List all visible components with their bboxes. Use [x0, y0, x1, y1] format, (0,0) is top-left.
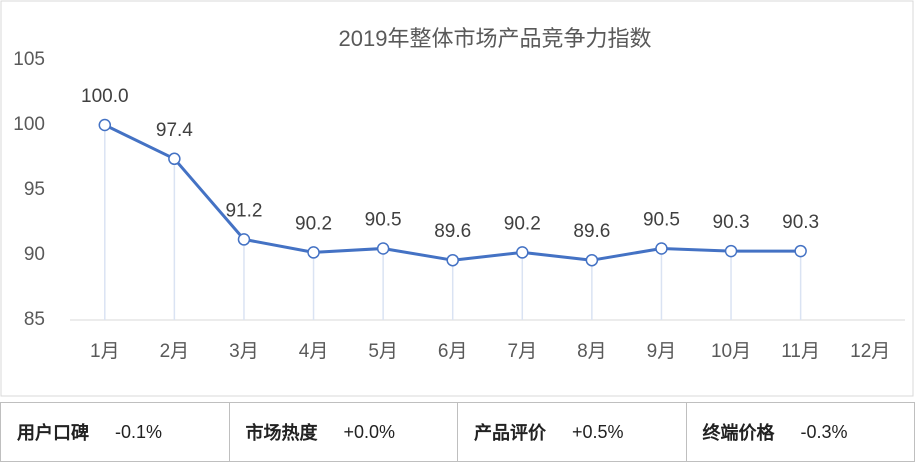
- x-tick-label: 4月: [299, 341, 329, 362]
- data-label: 90.5: [643, 210, 680, 231]
- y-tick-label: 100: [13, 114, 45, 135]
- x-tick-label: 11月: [781, 341, 820, 362]
- stat-label: 用户口碑: [17, 423, 89, 443]
- point: [446, 253, 459, 267]
- point: [98, 118, 112, 132]
- data-label: 89.6: [573, 221, 610, 242]
- point: [794, 244, 807, 258]
- y-tick-label: 95: [24, 179, 45, 200]
- stat-label: 终端价格: [702, 423, 775, 443]
- x-tick-label: 8月: [577, 341, 607, 362]
- x-tick-label: 1月: [90, 341, 120, 362]
- chart-title: 2019年整体市场产品竞争力指数: [339, 26, 652, 51]
- data-label: 90.2: [295, 213, 332, 234]
- x-tick-label: 9月: [647, 341, 677, 362]
- chart: 2019年整体市场产品竞争力指数 85 90 95 100 105 1月 2月 3月 4月 5月 6…: [0, 0, 914, 397]
- point: [724, 244, 738, 258]
- stat-label: 市场热度: [245, 423, 318, 443]
- point: [585, 253, 599, 267]
- stat-value: -0.3%: [800, 421, 848, 442]
- data-label: 89.6: [434, 221, 471, 242]
- chart-border: [0, 0, 914, 397]
- stat-cell: 产品评价 +0.5%: [458, 403, 687, 461]
- x-tick-label: 2月: [160, 341, 190, 362]
- x-tick-label: 7月: [508, 341, 538, 362]
- x-tick-label: 12月: [850, 341, 890, 362]
- stat-value: +0.5%: [572, 421, 624, 442]
- point: [307, 246, 320, 259]
- stat-label: 产品评价: [474, 423, 546, 443]
- y-tick-label: 85: [24, 309, 45, 330]
- data-label: 90.2: [504, 213, 541, 234]
- data-label: 97.4: [156, 120, 193, 141]
- footer: 用户口碑 -0.1% 市场热度 +0.0% 产品评价 +0.5% 终端价格 -0.3%: [0, 402, 915, 462]
- stat-value: -0.1%: [115, 421, 163, 442]
- x-tick-label: 5月: [368, 341, 398, 362]
- stat-cell: 用户口碑 -0.1%: [1, 403, 230, 461]
- y-tick-label: 105: [13, 49, 45, 70]
- y-tick-label: 90: [24, 244, 45, 265]
- point: [168, 152, 181, 166]
- data-label: 90.3: [713, 212, 750, 233]
- stat-cell: 终端价格 -0.3%: [687, 403, 915, 461]
- stat-value: +0.0%: [343, 421, 396, 442]
- data-label: 90.3: [782, 212, 819, 233]
- data-label: 91.2: [225, 200, 262, 221]
- point: [237, 233, 251, 246]
- point: [655, 242, 668, 255]
- x-tick-label: 10月: [711, 341, 751, 362]
- point: [376, 242, 390, 255]
- data-label: 90.5: [365, 210, 402, 231]
- x-tick-label: 3月: [229, 341, 259, 362]
- data-label: 100.0: [81, 86, 129, 107]
- x-tick-label: 6月: [438, 341, 468, 362]
- stat-cell: 市场热度 +0.0%: [230, 403, 458, 461]
- point: [516, 246, 529, 259]
